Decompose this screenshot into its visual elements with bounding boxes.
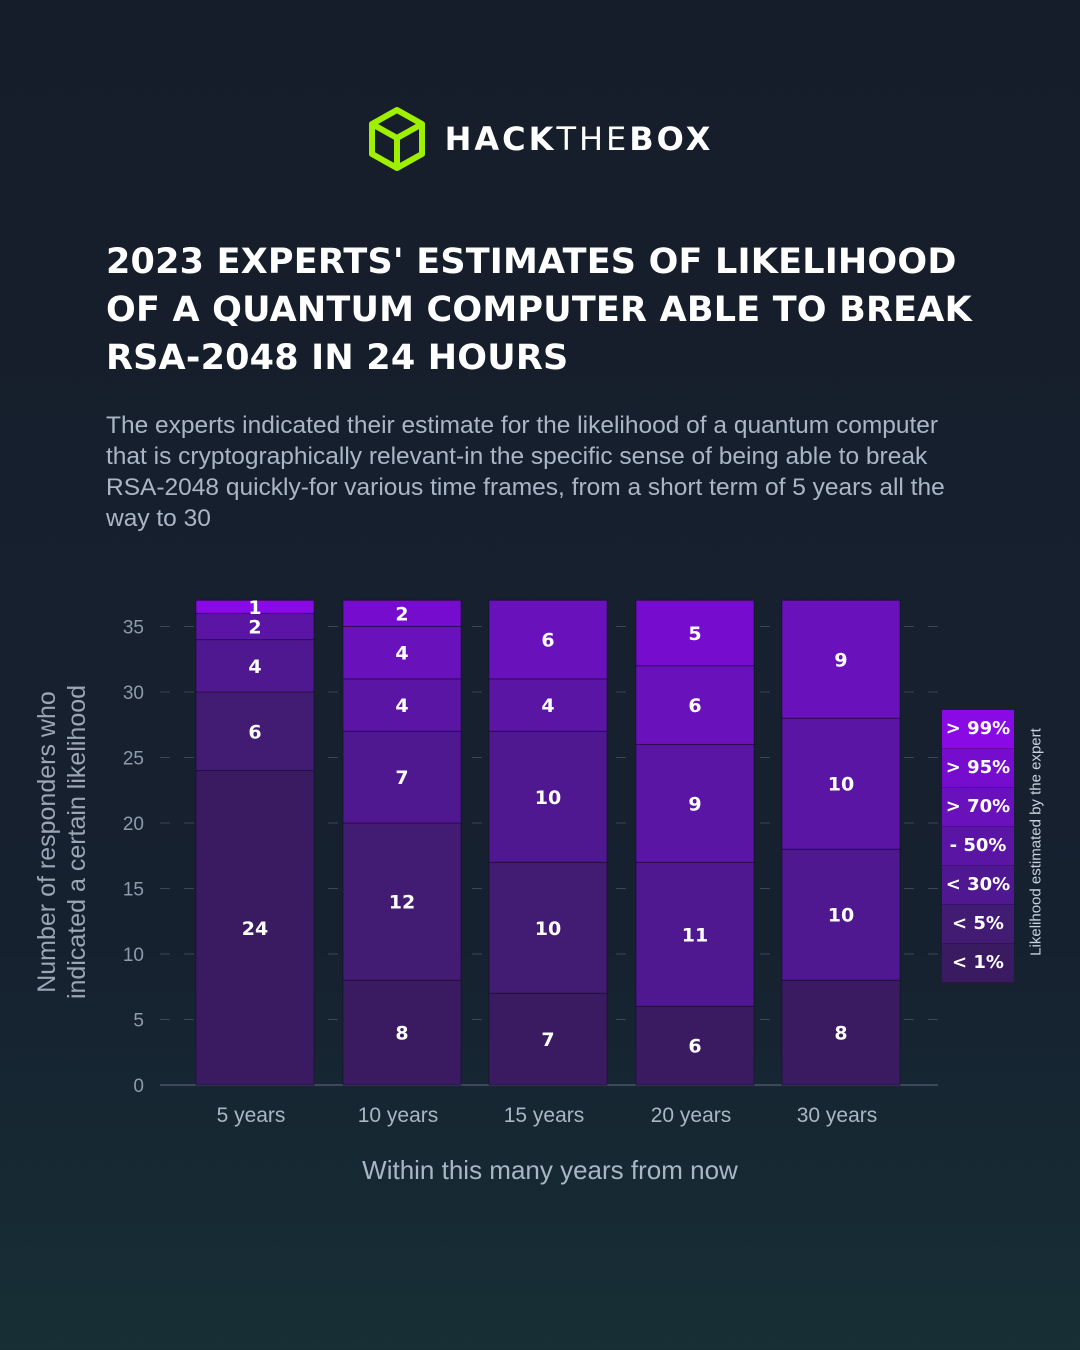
bar-segment — [342, 678, 462, 732]
bar-value-label: 9 — [834, 649, 847, 671]
brand-logo: HACKTHEBOX — [0, 106, 1080, 172]
y-tick-label: 0 — [133, 1076, 144, 1097]
legend-item: < 30% — [942, 866, 1014, 905]
page-title: 2023 EXPERTS' ESTIMATES OF LIKELIHOOD OF… — [106, 242, 972, 378]
bar-value-label: 6 — [248, 721, 261, 743]
x-tick-label: 5 years — [217, 1104, 286, 1127]
bar-value-label: 12 — [389, 892, 415, 914]
bar-segment — [635, 599, 755, 667]
bar-segment — [635, 1005, 755, 1086]
x-tick-label: 15 years — [504, 1104, 585, 1127]
bar-value-label: 8 — [834, 1023, 847, 1045]
bar-segment — [781, 717, 901, 850]
bar-value-label: 2 — [395, 603, 408, 625]
bar-value-label: 7 — [541, 1029, 554, 1051]
brand-name: HACKTHEBOX — [445, 120, 714, 158]
bar-value-label: 4 — [248, 656, 261, 678]
bar-value-label: 10 — [535, 918, 561, 940]
bar-segment — [342, 822, 462, 981]
bar-value-label: 1 — [248, 597, 261, 619]
bar-segment — [488, 861, 608, 994]
bar-value-label: 4 — [395, 695, 408, 717]
page-subtitle: The experts indicated their estimate for… — [106, 412, 945, 532]
legend-item: > 99% — [942, 710, 1014, 749]
bar-segment — [488, 992, 608, 1086]
bar-segment — [488, 730, 608, 863]
bar-value-label: 9 — [688, 793, 701, 815]
x-tick-label: 20 years — [651, 1104, 732, 1127]
bar-value-label: 8 — [395, 1023, 408, 1045]
bar-value-label: 10 — [828, 905, 854, 927]
bar-segment — [195, 639, 315, 693]
legend-title: Likelihood estimated by the expert — [1027, 728, 1045, 956]
brand-name-part: HACK — [444, 120, 557, 158]
bar-value-label: 10 — [535, 787, 561, 809]
bar-segment — [195, 691, 315, 772]
brand-name-part: THE — [556, 120, 630, 158]
y-tick-label: 25 — [123, 749, 144, 770]
bar-value-label: 10 — [828, 774, 854, 796]
bar-value-label: 5 — [688, 623, 701, 645]
x-tick-label: 10 years — [358, 1104, 439, 1127]
bar-segment — [781, 979, 901, 1086]
bar-value-label: 4 — [395, 643, 408, 665]
bar-value-label: 11 — [682, 924, 708, 946]
bar-segment — [342, 626, 462, 680]
y-tick-label: 15 — [123, 880, 144, 901]
bar-segment — [195, 599, 315, 614]
bar-segment — [195, 770, 315, 1086]
bar-value-label: 6 — [688, 695, 701, 717]
bar-segment — [635, 665, 755, 745]
bar-segment — [342, 979, 462, 1086]
y-tick-label: 30 — [123, 683, 144, 704]
bar-segment — [635, 743, 755, 863]
bar-value-label: 6 — [541, 630, 554, 652]
y-tick-label: 20 — [123, 814, 144, 835]
legend-item: < 5% — [942, 905, 1014, 944]
y-tick-label: 10 — [123, 945, 144, 966]
bar-segment — [342, 599, 462, 627]
bar-segment — [781, 599, 901, 719]
legend-item: < 1% — [942, 944, 1014, 983]
legend-item: - 50% — [942, 827, 1014, 866]
y-tick-label: 5 — [133, 1011, 144, 1032]
y-tick-label: 35 — [123, 618, 144, 639]
brand-name-part: BOX — [629, 120, 714, 158]
bar-segment — [781, 848, 901, 981]
bar-value-label: 7 — [395, 767, 408, 789]
legend-item: > 70% — [942, 788, 1014, 827]
legend-item: > 95% — [942, 749, 1014, 788]
bar-value-label: 6 — [688, 1036, 701, 1058]
x-tick-label: 30 years — [797, 1104, 878, 1127]
legend: > 99% > 95% > 70% - 50% < 30% < 5% < 1% — [942, 710, 1014, 983]
bar-value-label: 24 — [242, 918, 268, 940]
bar-segment — [488, 599, 608, 680]
bar-value-label: 2 — [248, 617, 261, 639]
bar-segment — [342, 730, 462, 824]
cube-icon — [368, 107, 425, 171]
x-axis-title: Within this many years from now — [362, 1155, 738, 1185]
bar-segment — [635, 861, 755, 1007]
bar-value-label: 4 — [541, 695, 554, 717]
